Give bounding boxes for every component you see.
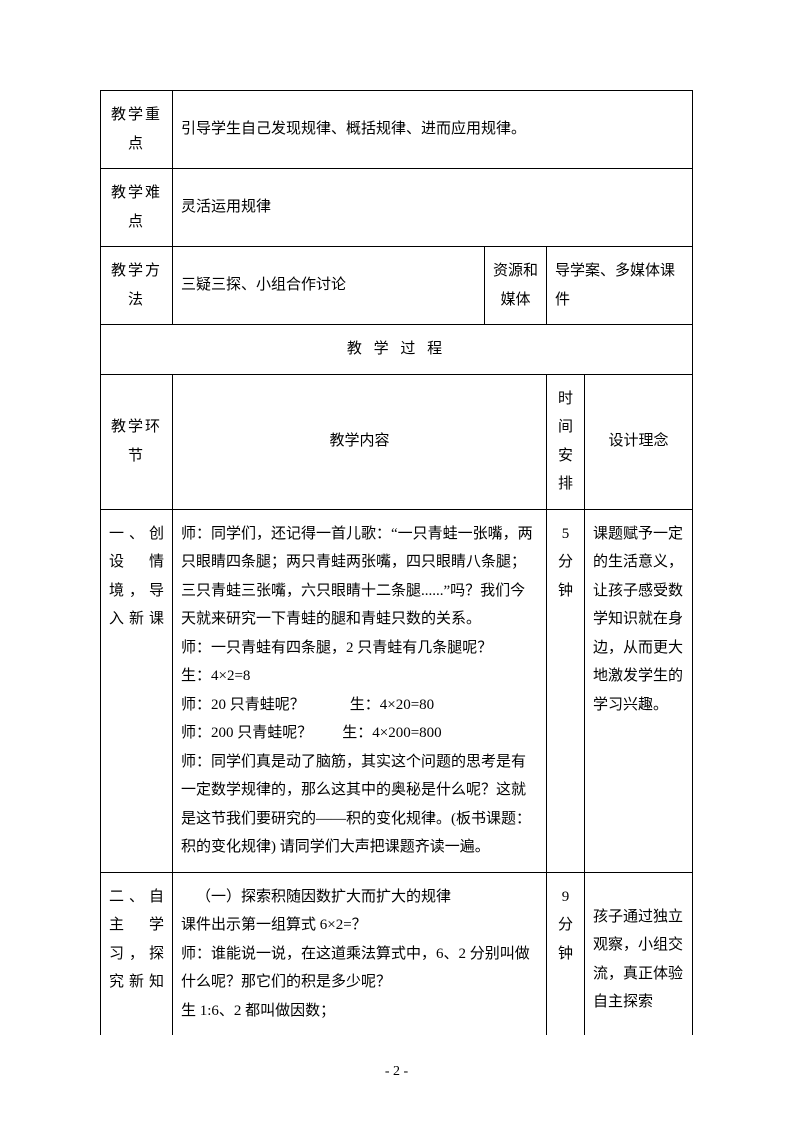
- s2-line-1: 课件出示第一组算式 6×2=？: [181, 911, 538, 940]
- col-content: 教学内容: [173, 374, 547, 509]
- row-difficulty: 教学难点 灵活运用规律: [101, 169, 693, 247]
- col-rationale: 设计理念: [584, 374, 692, 509]
- value-resources: 导学案、多媒体课件: [546, 247, 692, 325]
- process-header: 教 学 过 程: [101, 325, 693, 375]
- stage-2-rationale: 孩子通过独立观察，小组交流，真正体验自主探索: [584, 872, 692, 1035]
- row-process-header: 教 学 过 程: [101, 325, 693, 375]
- s1-line-1: 师：一只青蛙有四条腿，2 只青蛙有几条腿呢？: [181, 634, 538, 663]
- page-number: - 2 -: [0, 1064, 793, 1080]
- row-method: 教学方法 三疑三探、小组合作讨论 资源和媒体 导学案、多媒体课件: [101, 247, 693, 325]
- s1-line-0: 师：同学们，还记得一首儿歌：“一只青蛙一张嘴，两只眼睛四条腿；两只青蛙两张嘴，四…: [181, 520, 538, 634]
- s2-line-3: 生 1:6、2 都叫做因数；: [181, 997, 538, 1026]
- label-difficulty: 教学难点: [101, 169, 173, 247]
- stage-2-time: 9分钟: [546, 872, 584, 1035]
- value-focus: 引导学生自己发现规律、概括规律、进而应用规律。: [173, 91, 693, 169]
- label-method: 教学方法: [101, 247, 173, 325]
- stage-1-content: 师：同学们，还记得一首儿歌：“一只青蛙一张嘴，两只眼睛四条腿；两只青蛙两张嘴，四…: [173, 509, 547, 872]
- col-time: 时间安排: [546, 374, 584, 509]
- value-difficulty: 灵活运用规律: [173, 169, 693, 247]
- stage-2-content: （一）探索积随因数扩大而扩大的规律 课件出示第一组算式 6×2=？ 师：谁能说一…: [173, 872, 547, 1035]
- col-stage: 教学环节: [101, 374, 173, 509]
- row-stage-1: 一、创设情境，导入新课 师：同学们，还记得一首儿歌：“一只青蛙一张嘴，两只眼睛四…: [101, 509, 693, 872]
- s1-line-5: 师：同学们真是动了脑筋，其实这个问题的思考是有一定数学规律的，那么这其中的奥秘是…: [181, 748, 538, 862]
- row-column-headers: 教学环节 教学内容 时间安排 设计理念: [101, 374, 693, 509]
- lesson-plan-table: 教学重点 引导学生自己发现规律、概括规律、进而应用规律。 教学难点 灵活运用规律…: [100, 90, 693, 1035]
- page: 教学重点 引导学生自己发现规律、概括规律、进而应用规律。 教学难点 灵活运用规律…: [0, 0, 793, 1122]
- label-focus: 教学重点: [101, 91, 173, 169]
- stage-1-time: 5分钟: [546, 509, 584, 872]
- row-stage-2: 二、自主学习，探究新知 （一）探索积随因数扩大而扩大的规律 课件出示第一组算式 …: [101, 872, 693, 1035]
- stage-2-title: 二、自主学习，探究新知: [101, 872, 173, 1035]
- value-method: 三疑三探、小组合作讨论: [173, 247, 485, 325]
- s1-line-4: 师：200 只青蛙呢？ 生：4×200=800: [181, 719, 538, 748]
- s2-line-2: 师：谁能说一说，在这道乘法算式中，6、2 分别叫做什么呢？那它们的积是多少呢？: [181, 940, 538, 997]
- stage-1-title: 一、创设情境，导入新课: [101, 509, 173, 872]
- s1-line-2: 生：4×2=8: [181, 662, 538, 691]
- row-focus: 教学重点 引导学生自己发现规律、概括规律、进而应用规律。: [101, 91, 693, 169]
- stage-1-rationale: 课题赋予一定的生活意义，让孩子感受数学知识就在身边，从而更大地激发学生的学习兴趣…: [584, 509, 692, 872]
- s2-line-0: （一）探索积随因数扩大而扩大的规律: [181, 883, 538, 912]
- label-resources: 资源和媒体: [484, 247, 546, 325]
- s1-line-3: 师：20 只青蛙呢？ 生：4×20=80: [181, 691, 538, 720]
